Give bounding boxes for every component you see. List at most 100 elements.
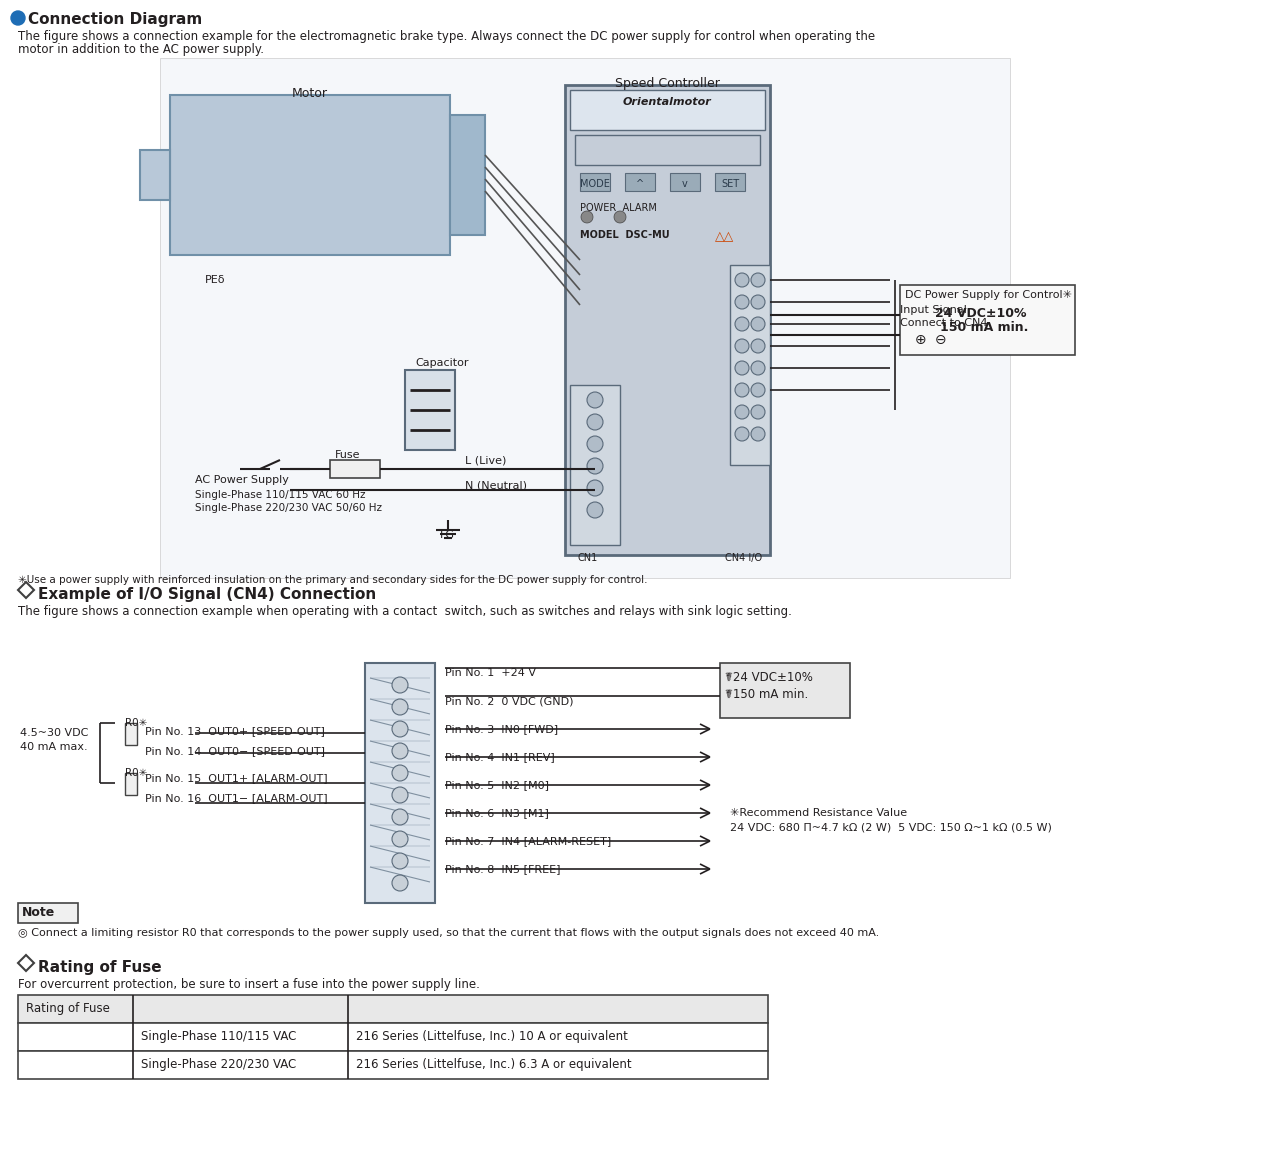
- Bar: [451, 115, 485, 235]
- Circle shape: [735, 405, 749, 419]
- Bar: [669, 173, 700, 191]
- Text: △△: △△: [716, 230, 735, 243]
- Text: Motor: Motor: [292, 87, 328, 100]
- Text: Single-Phase 110/115 VAC 60 Hz: Single-Phase 110/115 VAC 60 Hz: [195, 490, 366, 500]
- Bar: [18, 1051, 768, 1079]
- Circle shape: [735, 427, 749, 441]
- Bar: [404, 370, 454, 450]
- Circle shape: [588, 414, 603, 430]
- Text: Single-Phase 220/230 VAC 50/60 Hz: Single-Phase 220/230 VAC 50/60 Hz: [195, 504, 381, 513]
- Text: The figure shows a connection example when operating with a contact  switch, suc: The figure shows a connection example wh…: [18, 605, 792, 618]
- Bar: [719, 663, 850, 718]
- Circle shape: [392, 787, 408, 802]
- Text: Orientalmotor: Orientalmotor: [622, 97, 712, 107]
- Text: CN4 I/O: CN4 I/O: [724, 552, 762, 563]
- Circle shape: [588, 502, 603, 518]
- Bar: [160, 58, 1010, 578]
- Circle shape: [751, 317, 765, 331]
- Circle shape: [588, 392, 603, 408]
- Text: N (Neutral): N (Neutral): [465, 480, 527, 490]
- Circle shape: [392, 743, 408, 759]
- Circle shape: [751, 383, 765, 397]
- Text: ◎ Connect a limiting resistor R0 that corresponds to the power supply used, so t: ◎ Connect a limiting resistor R0 that co…: [18, 928, 879, 939]
- Text: ⊖: ⊖: [934, 333, 947, 347]
- Text: 4.5~30 VDC: 4.5~30 VDC: [20, 728, 88, 739]
- Text: Fuse: Fuse: [335, 450, 361, 461]
- Text: Pin No. 1  +24 V: Pin No. 1 +24 V: [445, 668, 536, 678]
- Circle shape: [392, 809, 408, 825]
- Text: Capacitor: Capacitor: [415, 358, 468, 368]
- Text: Pin No. 5  IN2 [M0]: Pin No. 5 IN2 [M0]: [445, 780, 549, 790]
- Circle shape: [735, 361, 749, 374]
- Circle shape: [588, 436, 603, 452]
- Text: Example of I/O Signal (CN4) Connection: Example of I/O Signal (CN4) Connection: [38, 587, 376, 602]
- Text: 150 mA min.: 150 mA min.: [940, 321, 1028, 334]
- Text: ^: ^: [636, 179, 644, 190]
- Text: Pin No. 15  OUT1+ [ALARM-OUT]: Pin No. 15 OUT1+ [ALARM-OUT]: [145, 773, 328, 783]
- Text: ☤150 mA min.: ☤150 mA min.: [724, 688, 808, 701]
- Text: Pin No. 16  OUT1− [ALARM-OUT]: Pin No. 16 OUT1− [ALARM-OUT]: [145, 793, 328, 802]
- Bar: [580, 173, 611, 191]
- Text: DC Power Supply for Control✳: DC Power Supply for Control✳: [905, 290, 1073, 300]
- Text: Pin No. 6  IN3 [M1]: Pin No. 6 IN3 [M1]: [445, 808, 549, 818]
- Text: L (Live): L (Live): [465, 455, 507, 465]
- Text: Pin No. 4  IN1 [REV]: Pin No. 4 IN1 [REV]: [445, 752, 554, 762]
- Text: Pin No. 8  IN5 [FREE]: Pin No. 8 IN5 [FREE]: [445, 864, 561, 875]
- Bar: [170, 95, 451, 255]
- Circle shape: [735, 295, 749, 309]
- Text: Pin No. 7  IN4 [ALARM-RESET]: Pin No. 7 IN4 [ALARM-RESET]: [445, 836, 612, 846]
- Text: Single-Phase 220/230 VAC: Single-Phase 220/230 VAC: [141, 1058, 296, 1071]
- Bar: [18, 902, 78, 923]
- Circle shape: [12, 10, 26, 24]
- Bar: [716, 173, 745, 191]
- Bar: [140, 150, 170, 200]
- Text: The figure shows a connection example for the electromagnetic brake type. Always: The figure shows a connection example fo…: [18, 30, 876, 43]
- Bar: [570, 385, 620, 545]
- Circle shape: [735, 317, 749, 331]
- Text: POWER  ALARM: POWER ALARM: [580, 204, 657, 213]
- Bar: [900, 285, 1075, 355]
- Bar: [125, 723, 137, 745]
- Bar: [575, 135, 760, 165]
- Circle shape: [588, 458, 603, 475]
- Text: Connect to CN4: Connect to CN4: [900, 317, 987, 328]
- Circle shape: [751, 361, 765, 374]
- Text: MODEL  DSC-MU: MODEL DSC-MU: [580, 230, 669, 240]
- Text: PEδ: PEδ: [205, 274, 225, 285]
- Circle shape: [751, 273, 765, 287]
- Bar: [730, 265, 771, 465]
- Text: Single-Phase 110/115 VAC: Single-Phase 110/115 VAC: [141, 1030, 297, 1043]
- Text: Note: Note: [22, 906, 55, 919]
- Text: ✳Recommend Resistance Value: ✳Recommend Resistance Value: [730, 808, 908, 818]
- Circle shape: [392, 677, 408, 693]
- Text: Connection Diagram: Connection Diagram: [28, 12, 202, 27]
- Text: Rating of Fuse: Rating of Fuse: [38, 959, 161, 975]
- Circle shape: [614, 211, 626, 223]
- Text: ☤24 VDC±10%: ☤24 VDC±10%: [724, 671, 813, 684]
- Text: Pin No. 2  0 VDC (GND): Pin No. 2 0 VDC (GND): [445, 695, 573, 706]
- Text: Speed Controller: Speed Controller: [614, 77, 719, 90]
- Circle shape: [392, 721, 408, 737]
- Circle shape: [581, 211, 593, 223]
- Text: 216 Series (Littelfuse, Inc.) 10 A or equivalent: 216 Series (Littelfuse, Inc.) 10 A or eq…: [356, 1030, 628, 1043]
- Circle shape: [751, 427, 765, 441]
- Text: AC Power Supply: AC Power Supply: [195, 475, 289, 485]
- Circle shape: [392, 832, 408, 847]
- Circle shape: [392, 765, 408, 782]
- Text: Pin No. 3  IN0 [FWD]: Pin No. 3 IN0 [FWD]: [445, 725, 558, 734]
- Bar: [625, 173, 655, 191]
- Text: 24 VDC: 680 Π~4.7 kΩ (2 W)  5 VDC: 150 Ω~1 kΩ (0.5 W): 24 VDC: 680 Π~4.7 kΩ (2 W) 5 VDC: 150 Ω~…: [730, 823, 1052, 833]
- Text: Rating of Fuse: Rating of Fuse: [26, 1003, 110, 1015]
- Circle shape: [751, 405, 765, 419]
- Text: v: v: [682, 179, 687, 190]
- Text: R0✳: R0✳: [125, 718, 147, 728]
- Bar: [564, 85, 771, 555]
- Bar: [365, 663, 435, 902]
- Circle shape: [735, 383, 749, 397]
- Text: Input Signal: Input Signal: [900, 305, 966, 315]
- Text: ⊕: ⊕: [915, 333, 927, 347]
- Text: ✳Use a power supply with reinforced insulation on the primary and secondary side: ✳Use a power supply with reinforced insu…: [18, 575, 648, 585]
- Text: 40 mA max.: 40 mA max.: [20, 742, 87, 752]
- Bar: [570, 90, 765, 130]
- Text: 216 Series (Littelfuse, Inc.) 6.3 A or equivalent: 216 Series (Littelfuse, Inc.) 6.3 A or e…: [356, 1058, 631, 1071]
